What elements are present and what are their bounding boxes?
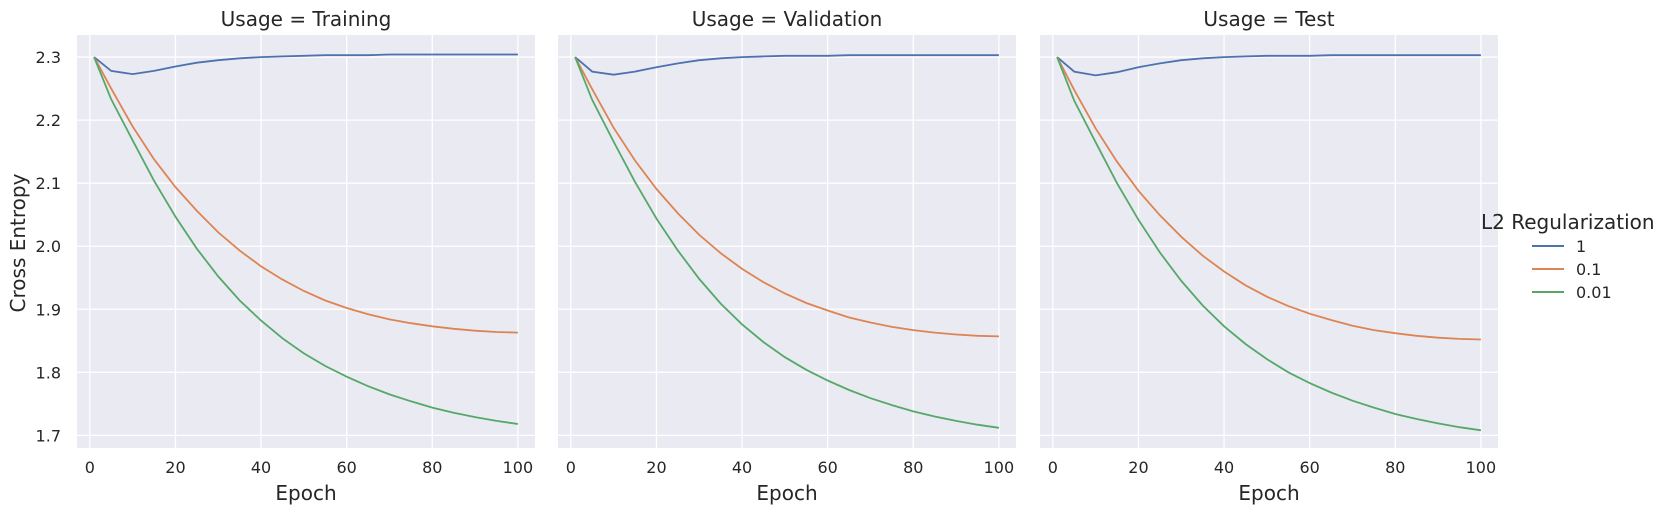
y-tick-label: 1.8 bbox=[36, 363, 61, 382]
x-tick-label: 20 bbox=[646, 458, 666, 477]
facet-panels: 0 20 40 60 80 100 1.7 1.8 1.9 2.0 2.1 2.2 2.3 Usage =… bbox=[36, 7, 1498, 505]
legend-label: 1 bbox=[1576, 237, 1586, 256]
series-line-0-01 bbox=[574, 56, 1000, 429]
facet-title: Usage = Training bbox=[221, 7, 392, 31]
y-tick-label: 2.3 bbox=[36, 48, 61, 67]
x-tick-label: 0 bbox=[1048, 458, 1058, 477]
series-line-0-1 bbox=[1056, 56, 1481, 341]
legend-title: L2 Regularization bbox=[1481, 210, 1655, 234]
series-line-1 bbox=[1056, 54, 1481, 77]
x-tick-label: 40 bbox=[1214, 458, 1234, 477]
y-axis-label: Cross Entropy bbox=[6, 173, 30, 312]
x-tick-label: 80 bbox=[422, 458, 442, 477]
x-tick-label: 80 bbox=[1385, 458, 1405, 477]
series-line-1 bbox=[93, 53, 518, 76]
y-tick-label: 2.1 bbox=[36, 174, 61, 193]
x-axis-label: Epoch bbox=[756, 481, 817, 505]
x-tick-label: 60 bbox=[336, 458, 356, 477]
plot-area-background bbox=[558, 35, 1016, 448]
plot-area-background bbox=[77, 35, 535, 448]
plot-area-background bbox=[1040, 35, 1498, 448]
facet-panel: 0 20 40 60 80 100 1.7 1.8 1.9 2.0 2.1 2.2 2.3 Usage =… bbox=[36, 7, 535, 505]
y-tick-label: 1.9 bbox=[36, 300, 61, 319]
x-tick-label: 0 bbox=[85, 458, 95, 477]
facet-panel: 0 20 40 60 80 100 Usage = Test Epoch bbox=[1040, 7, 1498, 505]
facet-title: Usage = Test bbox=[1203, 7, 1334, 31]
facet-title: Usage = Validation bbox=[692, 7, 883, 31]
x-tick-label: 60 bbox=[1299, 458, 1319, 477]
series-line-0-01 bbox=[93, 56, 519, 425]
x-tick-label: 20 bbox=[165, 458, 185, 477]
x-tick-label: 80 bbox=[903, 458, 923, 477]
x-axis-label: Epoch bbox=[1238, 481, 1299, 505]
series-line-0-1 bbox=[574, 56, 999, 338]
facet-panel: 0 20 40 60 80 100 Usage = Validation Epoch bbox=[558, 7, 1016, 505]
y-tick-label: 1.7 bbox=[36, 426, 61, 445]
legend-label: 0.1 bbox=[1576, 260, 1601, 279]
legend-label: 0.01 bbox=[1576, 283, 1612, 302]
x-tick-label: 40 bbox=[251, 458, 271, 477]
legend-item: 0.1 bbox=[1532, 260, 1601, 279]
y-tick-label: 2.2 bbox=[36, 111, 61, 130]
x-tick-label: 100 bbox=[1466, 458, 1497, 477]
x-tick-label: 0 bbox=[566, 458, 576, 477]
series-line-0-01 bbox=[1056, 56, 1482, 432]
legend-item: 0.01 bbox=[1532, 283, 1612, 302]
x-tick-label: 100 bbox=[984, 458, 1015, 477]
legend-item: 1 bbox=[1532, 237, 1586, 256]
x-tick-label: 20 bbox=[1128, 458, 1148, 477]
x-tick-label: 100 bbox=[503, 458, 534, 477]
series-line-1 bbox=[574, 54, 999, 76]
x-tick-label: 40 bbox=[732, 458, 752, 477]
x-axis-label: Epoch bbox=[275, 481, 336, 505]
legend: L2 Regularization 1 0.1 0.01 bbox=[1481, 210, 1655, 302]
y-tick-label: 2.0 bbox=[36, 237, 61, 256]
series-line-0-1 bbox=[93, 56, 518, 334]
x-tick-label: 60 bbox=[817, 458, 837, 477]
legend-items: 1 0.1 0.01 bbox=[1532, 237, 1612, 302]
